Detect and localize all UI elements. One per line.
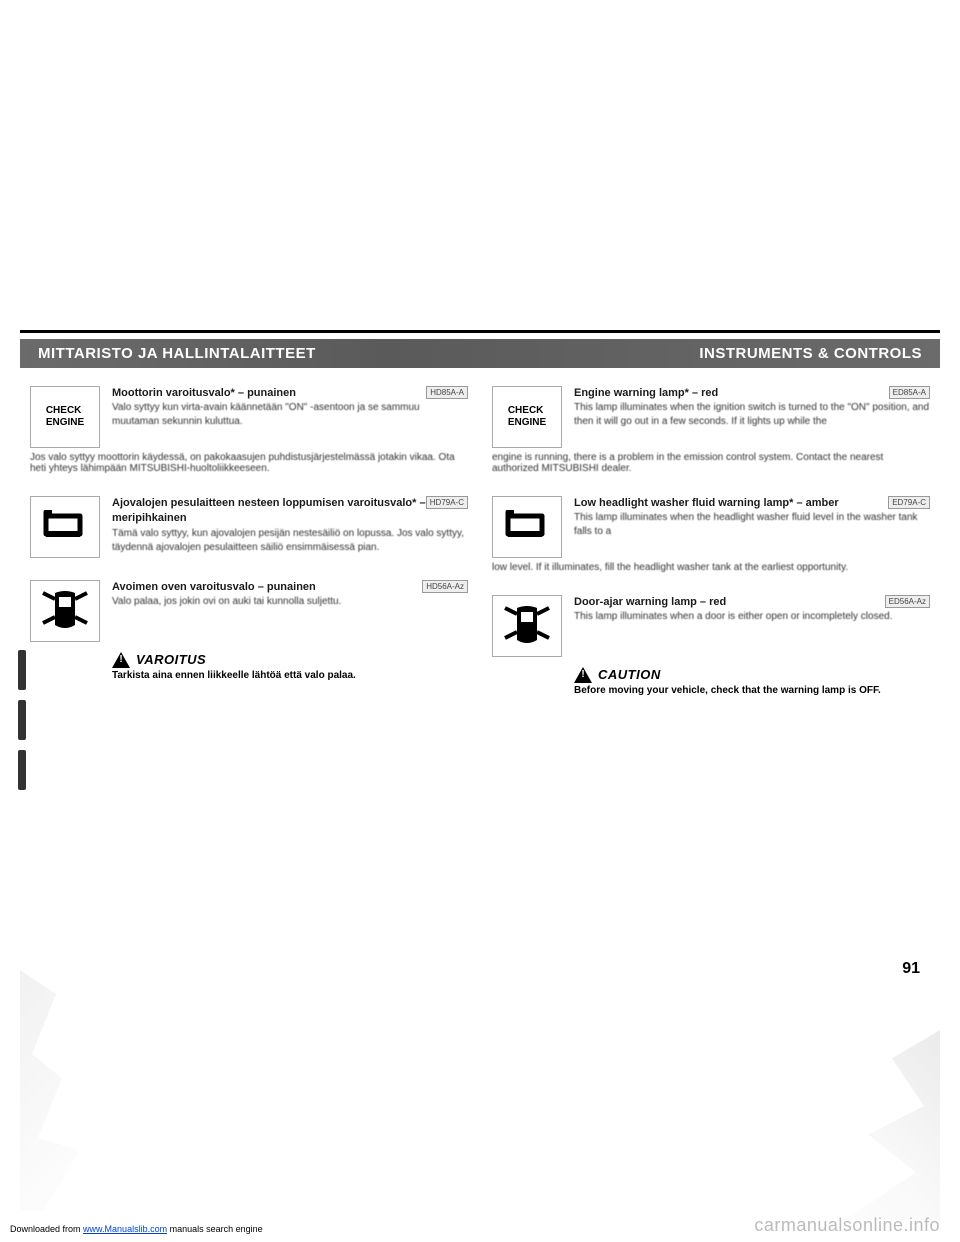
ref-code: HD85A-A	[426, 386, 468, 399]
page-tab	[18, 700, 26, 740]
ref-code: HD56A-Az	[422, 580, 468, 593]
body: Valo syttyy kun virta-avain käännetään "…	[112, 401, 468, 429]
footer-suffix: manuals search engine	[167, 1224, 263, 1234]
heading: Low headlight washer fluid warning lamp*…	[574, 497, 839, 509]
content-columns: CHECK ENGINE HD85A-A Moottorin varoitusv…	[0, 368, 960, 718]
continuation: engine is running, there is a problem in…	[492, 452, 930, 474]
heading: Moottorin varoitusvalo* – punainen	[112, 387, 296, 399]
header-left: MITTARISTO JA HALLINTALAITTEET	[38, 345, 316, 362]
heading: Door-ajar warning lamp – red	[574, 596, 726, 608]
icon-label: CHECK ENGINE	[508, 405, 546, 429]
footer-prefix: Downloaded from	[10, 1224, 83, 1234]
page-tab	[18, 650, 26, 690]
caution-block: CAUTION	[574, 667, 930, 683]
ref-code: ED56A-Az	[885, 595, 930, 608]
section-door-en: ED56A-Az Door-ajar warning lamp – red Th…	[492, 595, 930, 696]
header-right: INSTRUMENTS & CONTROLS	[699, 345, 922, 362]
watermark: carmanualsonline.info	[754, 1215, 940, 1236]
heading: Engine warning lamp* – red	[574, 387, 718, 399]
footer-link[interactable]: www.Manualslib.com	[83, 1224, 167, 1234]
scan-artifact	[20, 970, 140, 1210]
continuation: low level. If it illuminates, fill the h…	[492, 562, 930, 573]
warning-label: VAROITUS	[136, 652, 206, 667]
door-ajar-icon	[492, 595, 562, 657]
heading: Ajovalojen pesulaitteen nesteen loppumis…	[112, 497, 426, 524]
washer-fluid-icon	[30, 496, 100, 558]
scan-artifact	[780, 1030, 940, 1220]
warning-icon	[574, 667, 592, 683]
page-number: 91	[902, 960, 920, 978]
page-tab	[18, 750, 26, 790]
section-engine-fi: CHECK ENGINE HD85A-A Moottorin varoitusv…	[30, 386, 468, 474]
continuation: Jos valo syttyy moottorin käydessä, on p…	[30, 452, 468, 474]
body: This lamp illuminates when a door is eit…	[574, 610, 930, 624]
door-ajar-icon	[30, 580, 100, 642]
body: Valo palaa, jos jokin ovi on auki tai ku…	[112, 595, 468, 609]
body: This lamp illuminates when the ignition …	[574, 401, 930, 429]
column-finnish: CHECK ENGINE HD85A-A Moottorin varoitusv…	[30, 386, 468, 718]
ref-code: ED85A-A	[889, 386, 930, 399]
heading: Avoimen oven varoitusvalo – punainen	[112, 581, 316, 593]
washer-fluid-icon	[492, 496, 562, 558]
warning-block: VAROITUS	[112, 652, 468, 668]
warning-text: Tarkista aina ennen liikkeelle lähtöä et…	[112, 670, 468, 681]
body: This lamp illuminates when the headlight…	[574, 511, 930, 539]
body: Tämä valo syttyy, kun ajovalojen pesijän…	[112, 527, 468, 555]
manual-page: MITTARISTO JA HALLINTALAITTEET INSTRUMEN…	[0, 330, 960, 718]
section-engine-en: CHECK ENGINE ED85A-A Engine warning lamp…	[492, 386, 930, 474]
caution-text: Before moving your vehicle, check that t…	[574, 685, 930, 696]
section-door-fi: HD56A-Az Avoimen oven varoitusvalo – pun…	[30, 580, 468, 681]
section-washer-en: ED79A-C Low headlight washer fluid warni…	[492, 496, 930, 573]
check-engine-icon: CHECK ENGINE	[30, 386, 100, 448]
ref-code: HD79A-C	[426, 496, 468, 509]
section-header: MITTARISTO JA HALLINTALAITTEET INSTRUMEN…	[20, 339, 940, 368]
icon-label: CHECK ENGINE	[46, 405, 84, 429]
section-washer-fi: HD79A-C Ajovalojen pesulaitteen nesteen …	[30, 496, 468, 558]
download-footer: Downloaded from www.Manualslib.com manua…	[10, 1224, 263, 1234]
top-rule	[20, 330, 940, 333]
ref-code: ED79A-C	[888, 496, 930, 509]
column-english: CHECK ENGINE ED85A-A Engine warning lamp…	[492, 386, 930, 718]
warning-icon	[112, 652, 130, 668]
check-engine-icon: CHECK ENGINE	[492, 386, 562, 448]
caution-label: CAUTION	[598, 667, 661, 682]
